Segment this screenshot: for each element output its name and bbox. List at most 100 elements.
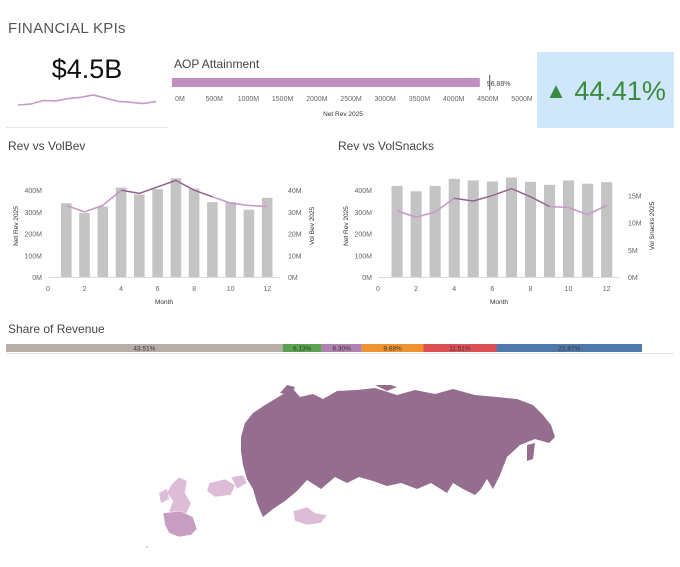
bar — [207, 202, 218, 277]
bar — [391, 185, 403, 277]
x-tick-label: 6 — [490, 286, 494, 293]
bar — [448, 178, 460, 277]
map-region-central-asia[interactable] — [292, 506, 328, 526]
y-tick-label: 400M — [354, 188, 372, 195]
x-tick-label: 0 — [46, 286, 50, 293]
share-segment-label: 6.13% — [293, 346, 312, 353]
y-tick-label: 0M — [32, 275, 42, 282]
y2-tick-label: 15M — [628, 194, 642, 201]
chart-title-rev-vs-volsnacks: Rev vs VolSnacks — [338, 139, 435, 153]
share-segment — [6, 344, 283, 352]
x-tick-label: 8 — [192, 286, 196, 293]
y2-tick-label: 40M — [288, 188, 302, 195]
share-title: Share of Revenue — [8, 322, 105, 336]
map-region-dot — [146, 546, 148, 548]
aop-tick-label: 4500M — [477, 96, 499, 103]
growth-indicator: ▲ 44.41% — [537, 76, 674, 107]
aop-tick-label: 1500M — [272, 96, 294, 103]
bar — [115, 187, 127, 277]
y2-tick-label: 0M — [628, 275, 638, 282]
bar — [188, 188, 200, 277]
share-segment-label: 9.68% — [383, 346, 402, 353]
y-tick-label: 400M — [24, 188, 42, 195]
aop-tick-label: 0M — [175, 96, 185, 103]
bar — [170, 178, 182, 277]
map-region-poland[interactable] — [206, 478, 236, 498]
sparkline-path — [17, 94, 157, 106]
y2-tick-label: 30M — [288, 210, 302, 217]
x-axis-title: Month — [490, 299, 508, 306]
share-segment — [282, 344, 322, 352]
bar — [134, 194, 145, 277]
y-tick-label: 300M — [354, 210, 372, 217]
y-tick-label: 0M — [362, 275, 372, 282]
net-revenue-sparkline — [6, 94, 168, 128]
bar — [429, 185, 441, 277]
bar — [410, 191, 422, 277]
y2-tick-label: 5M — [628, 248, 638, 255]
bar — [467, 180, 479, 277]
map-region-iberia[interactable] — [162, 510, 198, 538]
map-region-russia[interactable] — [241, 388, 555, 517]
y2-axis-title: Vol Snacks 2025 — [649, 201, 656, 250]
aop-tick-label: 1000M — [238, 96, 260, 103]
x-tick-label: 10 — [565, 286, 573, 293]
map-region-baltic[interactable] — [230, 474, 248, 490]
net-revenue-value: $4.5B — [51, 54, 123, 84]
aop-bullet-chart: 96.88% 0M 500M 1000M 1500M 2000M 2500M 3000M 350… — [172, 75, 532, 118]
aop-tick-label: 2000M — [306, 96, 328, 103]
share-segment — [321, 344, 362, 352]
aop-axis-title: Net Rev 2025 — [323, 111, 363, 118]
y2-axis-title: Vol Bev 2025 — [309, 206, 316, 245]
aop-bar-label: 96.88% — [487, 81, 511, 88]
growth-card[interactable]: ▲ 44.41% — [537, 52, 674, 128]
y-tick-label: 200M — [24, 232, 42, 239]
aop-tick-label: 3500M — [409, 96, 431, 103]
map-region-russia-north[interactable] — [280, 385, 397, 395]
x-tick-label: 2 — [83, 286, 87, 293]
y-axis-title: Net Rev 2025 — [343, 206, 350, 246]
series-line-highlight — [120, 179, 213, 198]
share-segment — [496, 344, 642, 352]
bar — [225, 202, 236, 277]
share-segment-label: 22.87% — [558, 346, 580, 353]
page-title: FINANCIAL KPIs — [8, 20, 126, 37]
aop-tick-label: 500M — [205, 96, 223, 103]
aop-tick-label: 2500M — [340, 96, 362, 103]
net-revenue-card[interactable]: $4.5B — [6, 52, 168, 128]
y2-tick-label: 0M — [288, 275, 298, 282]
series-line — [66, 179, 268, 213]
y-tick-label: 100M — [24, 253, 42, 260]
share-segment-label: 11.51% — [449, 346, 471, 353]
revenue-map[interactable] — [135, 385, 565, 555]
share-segment — [361, 344, 424, 352]
bar — [563, 180, 575, 277]
map-region-uk[interactable] — [166, 476, 192, 518]
bar — [61, 203, 72, 277]
x-axis-title: Month — [155, 299, 173, 306]
growth-value: 44.41% — [574, 76, 666, 106]
bar — [152, 189, 163, 277]
bar — [524, 181, 536, 277]
y-tick-label: 300M — [24, 210, 42, 217]
y2-tick-label: 20M — [288, 232, 302, 239]
share-of-revenue-bar[interactable]: 43.51% 6.13% 6.30% 9.68% 11.51% 22.87% — [6, 340, 674, 356]
share-segment-label: 43.51% — [133, 346, 155, 353]
x-tick-label: 8 — [528, 286, 532, 293]
rev-vs-volsnacks-chart[interactable]: 0M 100M 200M 300M 400M 0M 5M 10M 15M 0 2 4 6 8 10 12 Mon… — [330, 155, 675, 315]
triangle-up-icon: ▲ — [545, 78, 567, 103]
map-region-ireland[interactable] — [159, 489, 169, 503]
y-tick-label: 200M — [354, 232, 372, 239]
x-tick-label: 12 — [263, 286, 271, 293]
bar — [79, 213, 90, 277]
map-region-kamchatka[interactable] — [527, 443, 535, 461]
y-axis-title: Net Rev 2025 — [13, 206, 20, 246]
share-segment — [423, 344, 497, 352]
rev-vs-volbev-chart[interactable]: 0M 100M 200M 300M 400M 0M 10M 20M 30M 40M 0 2 4 6 8 10 1… — [0, 155, 325, 315]
y2-tick-label: 10M — [628, 221, 642, 228]
aop-tick-label: 3000M — [374, 96, 396, 103]
bar — [601, 182, 613, 277]
y2-tick-label: 10M — [288, 253, 302, 260]
bar — [486, 181, 498, 277]
y-tick-label: 100M — [354, 253, 372, 260]
